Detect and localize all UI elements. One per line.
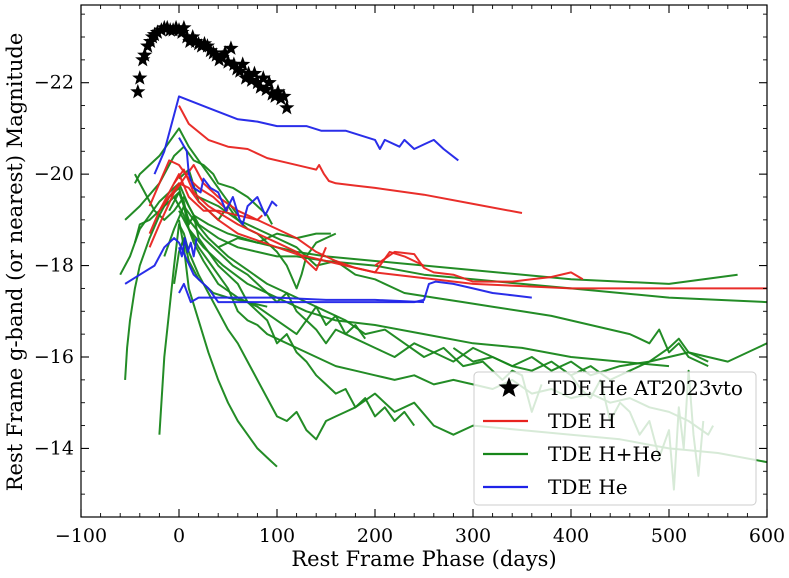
star-point	[202, 42, 218, 58]
star-point	[208, 47, 224, 62]
star-point	[149, 24, 166, 39]
series-line-hhe	[173, 196, 767, 377]
x-tick-label: −100	[55, 525, 107, 547]
series-line-he	[178, 137, 278, 226]
star-point	[232, 63, 248, 78]
legend: TDE He AT2023vto TDE H TDE H+He TDE He	[473, 371, 757, 506]
series-line-he	[178, 237, 198, 258]
star-point	[226, 56, 242, 71]
x-tick-label: 0	[173, 525, 185, 547]
series-line-he	[178, 282, 425, 304]
series-line-hhe	[133, 191, 367, 340]
series-layer	[119, 95, 767, 491]
y-tick-label: −20	[34, 163, 74, 185]
legend-label: TDE H	[548, 409, 616, 433]
star-point	[243, 72, 260, 87]
series-line-hhe	[178, 219, 278, 468]
star-point	[217, 45, 233, 60]
y-tick-label: −18	[34, 255, 74, 277]
star-point	[220, 54, 236, 69]
series-line-hhe	[217, 232, 331, 249]
star-point	[168, 19, 184, 35]
series-line-h	[374, 250, 584, 283]
y-tick-label: −22	[34, 72, 74, 94]
star-point	[229, 61, 245, 76]
x-axis-label: Rest Frame Phase (days)	[291, 547, 556, 571]
star-point	[196, 35, 213, 51]
star-point	[171, 22, 187, 37]
x-tick-label: 400	[553, 525, 589, 547]
x-tick-label: 100	[259, 525, 295, 547]
series-line-hhe	[134, 127, 239, 216]
star-point	[188, 33, 204, 49]
y-axis-label: Rest Frame g-band (or nearest) Magnitude	[3, 33, 27, 492]
legend-box	[473, 371, 757, 506]
series-line-hhe	[452, 337, 709, 381]
star-point	[179, 29, 195, 44]
tick-layer: −100 0 100 200 300 400 500 600 −14 −16 −18 −20 −22	[34, 5, 785, 547]
legend-label: TDE He AT2023vto	[548, 376, 743, 400]
star-point	[137, 47, 153, 62]
y-tick-label: −14	[34, 437, 74, 459]
star-point	[190, 35, 207, 51]
star-point	[223, 40, 239, 55]
series-line-he	[153, 95, 459, 175]
star-point	[249, 74, 266, 90]
star-point	[199, 38, 216, 53]
legend-star-icon	[498, 377, 520, 397]
y-tick-label: −16	[34, 346, 74, 368]
x-tick-label: 500	[651, 525, 687, 547]
star-point	[185, 29, 201, 44]
series-line-h	[173, 168, 327, 272]
series-line-hhe	[168, 191, 416, 427]
star-point	[258, 81, 274, 97]
star-point	[132, 70, 148, 85]
series-line-h	[148, 164, 767, 290]
star-point	[255, 70, 271, 85]
series-line-h	[158, 173, 263, 221]
series-line-he	[124, 237, 532, 304]
series-line-h	[178, 105, 523, 214]
series-line-hhe	[198, 196, 709, 368]
star-point	[240, 65, 257, 81]
star-point	[264, 86, 280, 101]
series-line-hhe	[119, 182, 767, 304]
star-point	[159, 19, 175, 35]
series-line-hhe	[134, 173, 738, 285]
star-point	[270, 83, 286, 99]
star-point	[235, 56, 251, 71]
legend-label: TDE H+He	[548, 442, 662, 466]
star-point	[261, 74, 277, 90]
legend-items: TDE He AT2023vto TDE H TDE H+He TDE He	[483, 376, 743, 499]
star-point	[246, 65, 263, 81]
marker-layer	[130, 19, 295, 115]
plot-frame	[80, 4, 768, 518]
star-point	[205, 45, 221, 60]
legend-label: TDE He	[548, 475, 628, 499]
star-point	[279, 99, 295, 115]
x-tick-label: 600	[749, 525, 785, 547]
x-tick-label: 300	[455, 525, 491, 547]
x-tick-label: 200	[357, 525, 393, 547]
star-point	[252, 79, 268, 94]
star-point	[276, 88, 292, 103]
series-line-h	[148, 159, 229, 212]
star-point	[176, 19, 192, 35]
star-point	[130, 83, 146, 99]
